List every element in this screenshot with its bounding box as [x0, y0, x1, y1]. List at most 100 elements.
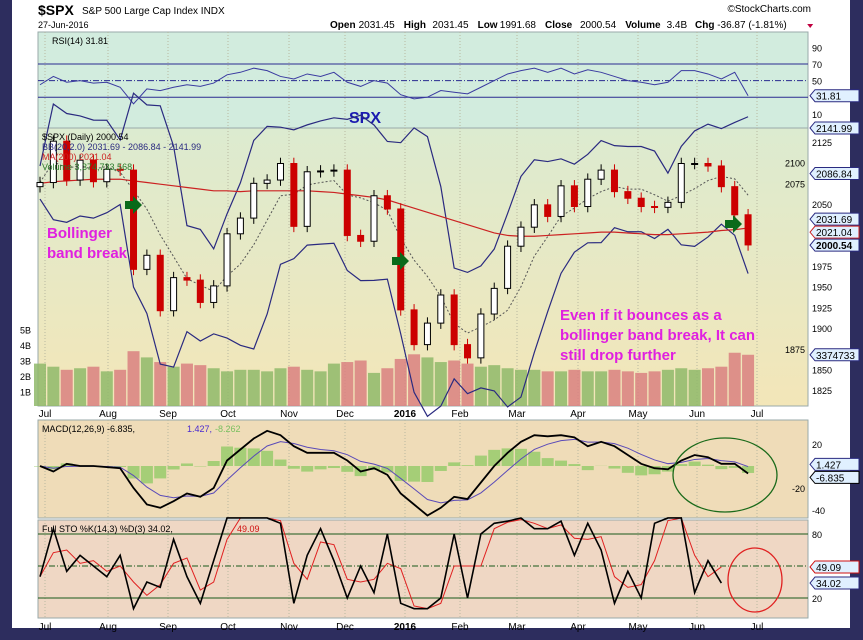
macd-histogram-bar [581, 466, 594, 471]
ohlc-value: 1991.68 [500, 20, 537, 31]
price-tick-label: 1875 [785, 345, 805, 355]
price-tick-label: 1900 [812, 324, 832, 334]
candle-body [570, 185, 578, 208]
sto-d-line [39, 517, 722, 610]
candle-body [303, 171, 311, 227]
volume-tick-label: 1B [20, 388, 31, 398]
candle-body [383, 195, 391, 210]
index-name: S&P 500 Large Cap Index INDX [82, 6, 225, 17]
macd-histogram-bar [261, 450, 274, 466]
volume-tick-label: 2B [20, 372, 31, 382]
macd-histogram-bar [474, 455, 487, 466]
macd-histogram-bar [140, 466, 153, 484]
volume-bar [74, 368, 87, 406]
price-tick-label: 1850 [812, 365, 832, 375]
candle-body [116, 168, 124, 171]
volume-bar [568, 369, 581, 406]
x-tick-label: Feb [451, 409, 469, 420]
price-value-badge: 2021.04 [816, 228, 853, 239]
macd-histogram-bar [408, 466, 421, 482]
x-tick-label: Apr [570, 409, 586, 420]
macd-histogram-bar [287, 466, 300, 469]
volume-bar [421, 357, 434, 406]
macd-histogram-bar [47, 466, 60, 470]
price-legend-item: BB(20,2.0) 2031.69 - 2086.84 - 2141.99 [42, 142, 201, 152]
volume-bar [635, 372, 648, 406]
bounce-annotation: bollinger band break, It can [560, 327, 755, 344]
macd-histogram-bar [742, 466, 755, 473]
volume-bar [301, 369, 314, 406]
macd-value-badge-box [809, 470, 860, 484]
macd-signal-badge-box [809, 457, 860, 471]
ohlc-value: 2031.45 [432, 20, 469, 31]
macd-legend: MACD(12,26,9) -6.835, [42, 424, 135, 434]
price-tick-label: 2125 [812, 138, 832, 148]
price-legend-item: MA(200) 2021.04 [42, 152, 112, 162]
volume-bar [127, 351, 140, 406]
candle-body [196, 279, 204, 303]
volume-tick-label: 4B [20, 341, 31, 351]
sto-k-badge: 34.02 [816, 579, 841, 590]
volume-bar [675, 368, 688, 406]
volume-bar [448, 360, 461, 406]
volume-bar [461, 363, 474, 406]
volume-bar [221, 371, 234, 406]
ohlc-label: Chg [695, 20, 714, 31]
candle-body [464, 344, 472, 359]
volume-bar [341, 362, 354, 406]
volume-bar [368, 372, 380, 406]
candle-body [731, 186, 739, 216]
volume-bar [180, 363, 193, 406]
volume-value-badge: 3374733 [816, 351, 855, 362]
volume-bar [474, 366, 487, 406]
x-tick-label: 2016 [394, 622, 417, 633]
price-tick-label: 1925 [812, 303, 832, 313]
volume-bar [528, 369, 541, 406]
candle-body [544, 204, 552, 217]
volume-bar [47, 366, 60, 406]
candle-body [530, 204, 538, 228]
down-triangle-icon [807, 24, 814, 28]
brand: ©StockCharts.com [727, 4, 811, 15]
volume-bar [87, 366, 100, 406]
price-tick-label: 2050 [812, 200, 832, 210]
candle-body [557, 185, 565, 217]
volume-bar [114, 369, 127, 406]
x-tick-label: Oct [220, 409, 236, 420]
sto-legend-d: 49.09 [237, 524, 260, 534]
volume-bar [234, 369, 247, 406]
volume-bar [434, 362, 447, 406]
bb-upper-line [39, 92, 749, 274]
candle-body [143, 254, 151, 270]
candle-body [477, 313, 485, 359]
green-circle-annotation [672, 437, 778, 513]
ohlc-label: Close [545, 20, 573, 31]
volume-bar [261, 371, 274, 406]
volume-bar [728, 352, 741, 406]
x-tick-label: Sep [159, 409, 177, 420]
macd-histogram-bar [221, 446, 234, 466]
x-tick-label: Feb [451, 622, 469, 633]
macd-histogram-bar [621, 466, 634, 473]
rsi-tick-label: 90 [812, 43, 822, 53]
sto-tick-label: 80 [812, 530, 822, 540]
sto-tick-label: 20 [812, 594, 822, 604]
candle-body [63, 140, 71, 181]
macd-histogram-bar [461, 465, 474, 466]
volume-bar [488, 365, 501, 406]
macd-histogram-bar [247, 448, 260, 466]
volume-bar [314, 371, 327, 406]
macd-histogram-bar [301, 466, 314, 472]
x-tick-label: Mar [508, 409, 526, 420]
bb-middle-line [39, 161, 749, 334]
volume-bar [595, 371, 608, 406]
candle-body [317, 170, 325, 173]
volume-bar [327, 363, 340, 406]
macd-histogram-bar [127, 466, 140, 479]
x-tick-label: 2016 [394, 409, 417, 420]
macd-histogram-bar [180, 463, 193, 466]
candle-body [517, 226, 525, 247]
price-value-badge: 2000.54 [816, 241, 853, 252]
candle-body [223, 233, 231, 287]
macd-histogram-bar [675, 464, 688, 466]
